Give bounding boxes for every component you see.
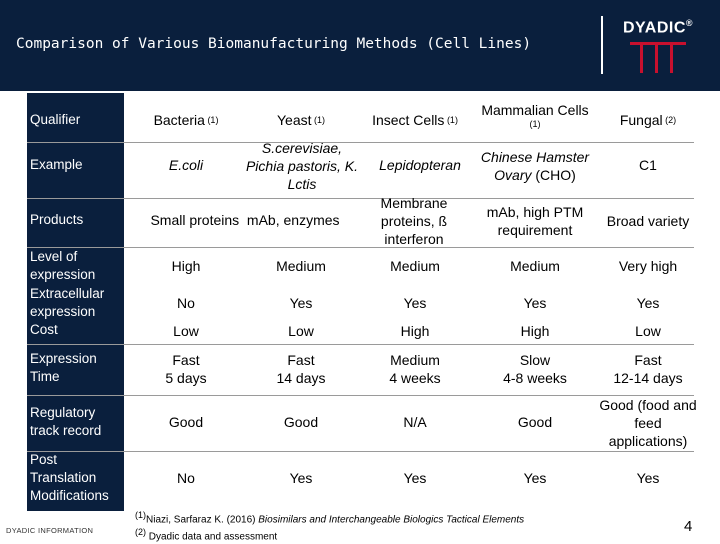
cost-mammalian: High [520, 323, 550, 339]
footnote-2: (2) Dyadic data and assessment [135, 527, 278, 543]
extracellular-yeast: Yes [289, 295, 313, 311]
row-divider [27, 451, 694, 452]
row-label-time: Expression Time [30, 351, 97, 384]
example-fungal: C1 [639, 157, 657, 173]
time-fungal: Fast 12-14 days [613, 352, 683, 386]
extracellular-fungal: Yes [636, 295, 660, 311]
regulatory-insect: N/A [403, 414, 427, 430]
header-fungal: Fungal (2) [619, 112, 677, 128]
row-divider [27, 395, 694, 396]
dyadic-information-label: DYADIC INFORMATION [6, 526, 94, 535]
cost-bacteria: Low [173, 323, 199, 339]
time-yeast: Fast 14 days [276, 352, 326, 386]
ptm-bacteria: No [177, 470, 195, 486]
row-divider [27, 247, 694, 248]
products-bacteria-yeast: Small proteins mAb, enzymes [150, 212, 340, 228]
level-fungal: Very high [618, 258, 678, 274]
header-divider [601, 16, 603, 74]
row-divider [27, 344, 694, 345]
row-label-example: Example [30, 157, 83, 172]
row-label-cost: Cost [30, 322, 58, 337]
ptm-mammalian: Yes [523, 470, 547, 486]
row-label-ptm: Post Translation Modifications [30, 452, 109, 503]
header-insect: Insect Cells (1) [372, 112, 458, 128]
products-mammalian: mAb, high PTM requirement [486, 204, 584, 238]
extracellular-bacteria: No [177, 295, 195, 311]
level-mammalian: Medium [510, 258, 560, 274]
level-yeast: Medium [276, 258, 326, 274]
example-insect: Lepidopteran [379, 157, 461, 173]
level-bacteria: High [171, 258, 201, 274]
ptm-fungal: Yes [636, 470, 660, 486]
row-divider [27, 142, 694, 143]
dyadic-logo-mark-icon [630, 42, 686, 73]
row-label-regulatory: Regulatory track record [30, 405, 102, 438]
header-band: Comparison of Various Biomanufacturing M… [0, 0, 720, 91]
footnotes: (1)Niazi, Sarfaraz K. (2016) Biosimilars… [135, 509, 524, 544]
regulatory-bacteria: Good [168, 414, 204, 430]
extracellular-mammalian: Yes [523, 295, 547, 311]
row-label-extracellular: Extracellular expression [30, 286, 105, 319]
page-number: 4 [684, 518, 693, 535]
dyadic-logo-text: DYADIC® [623, 18, 694, 37]
header-qualifier: Qualifier [30, 112, 81, 127]
example-bacteria: E.coli [168, 157, 204, 173]
extracellular-insect: Yes [403, 295, 427, 311]
row-label-column [27, 93, 124, 511]
time-insect: Medium 4 weeks [389, 352, 441, 386]
row-label-level: Level of expression [30, 249, 96, 282]
example-yeast: S.cerevisiae, Pichia pastoris, K. Lctis [245, 140, 359, 192]
example-mammalian: Chinese Hamster Ovary (CHO) [480, 149, 590, 183]
products-fungal: Broad variety [606, 213, 690, 229]
cost-yeast: Low [288, 323, 314, 339]
row-label-products: Products [30, 212, 84, 227]
regulatory-yeast: Good [283, 414, 319, 430]
header-yeast: Yeast (1) [276, 112, 326, 128]
header-mammalian: Mammalian Cells (1) [481, 102, 589, 129]
slide-title: Comparison of Various Biomanufacturing M… [16, 36, 532, 52]
time-mammalian: Slow 4-8 weeks [503, 352, 567, 386]
products-insect: Membrane proteins, ß interferon [380, 195, 448, 247]
level-insect: Medium [390, 258, 440, 274]
row-divider [27, 198, 694, 199]
regulatory-fungal: Good (food and feed applications) [599, 397, 697, 449]
cost-insect: High [400, 323, 430, 339]
time-bacteria: Fast 5 days [165, 352, 207, 386]
ptm-insect: Yes [403, 470, 427, 486]
ptm-yeast: Yes [289, 470, 313, 486]
regulatory-mammalian: Good [517, 414, 553, 430]
footnote-1: (1)Niazi, Sarfaraz K. (2016) Biosimilars… [135, 510, 525, 526]
header-bacteria: Bacteria (1) [153, 112, 219, 128]
cost-fungal: Low [635, 323, 661, 339]
